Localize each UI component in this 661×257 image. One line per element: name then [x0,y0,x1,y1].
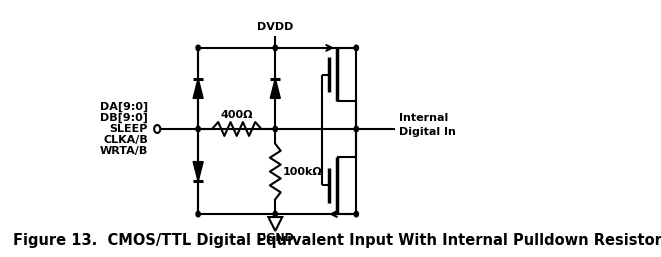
Text: DB[9:0]: DB[9:0] [100,113,148,123]
Text: 100kΩ: 100kΩ [283,167,323,177]
Text: CLKA/B: CLKA/B [103,135,148,145]
Circle shape [196,45,200,51]
Text: Figure 13.  CMOS/TTL Digital Equivalent Input With Internal Pulldown Resistor: Figure 13. CMOS/TTL Digital Equivalent I… [13,233,661,248]
Text: Internal
Digital In: Internal Digital In [399,113,455,137]
Polygon shape [270,79,280,98]
Polygon shape [193,162,203,181]
Polygon shape [193,79,203,98]
Text: 400Ω: 400Ω [221,110,253,120]
Circle shape [196,211,200,217]
Circle shape [354,126,358,132]
Text: SLEEP: SLEEP [110,124,148,134]
Circle shape [273,45,278,51]
Circle shape [354,45,358,51]
Circle shape [196,126,200,132]
Circle shape [273,126,278,132]
Circle shape [354,211,358,217]
Text: DVDD: DVDD [257,22,293,32]
Text: DA[9:0]: DA[9:0] [100,102,148,112]
Text: DGND: DGND [257,233,293,243]
Text: WRTA/B: WRTA/B [100,146,148,156]
Circle shape [273,211,278,217]
